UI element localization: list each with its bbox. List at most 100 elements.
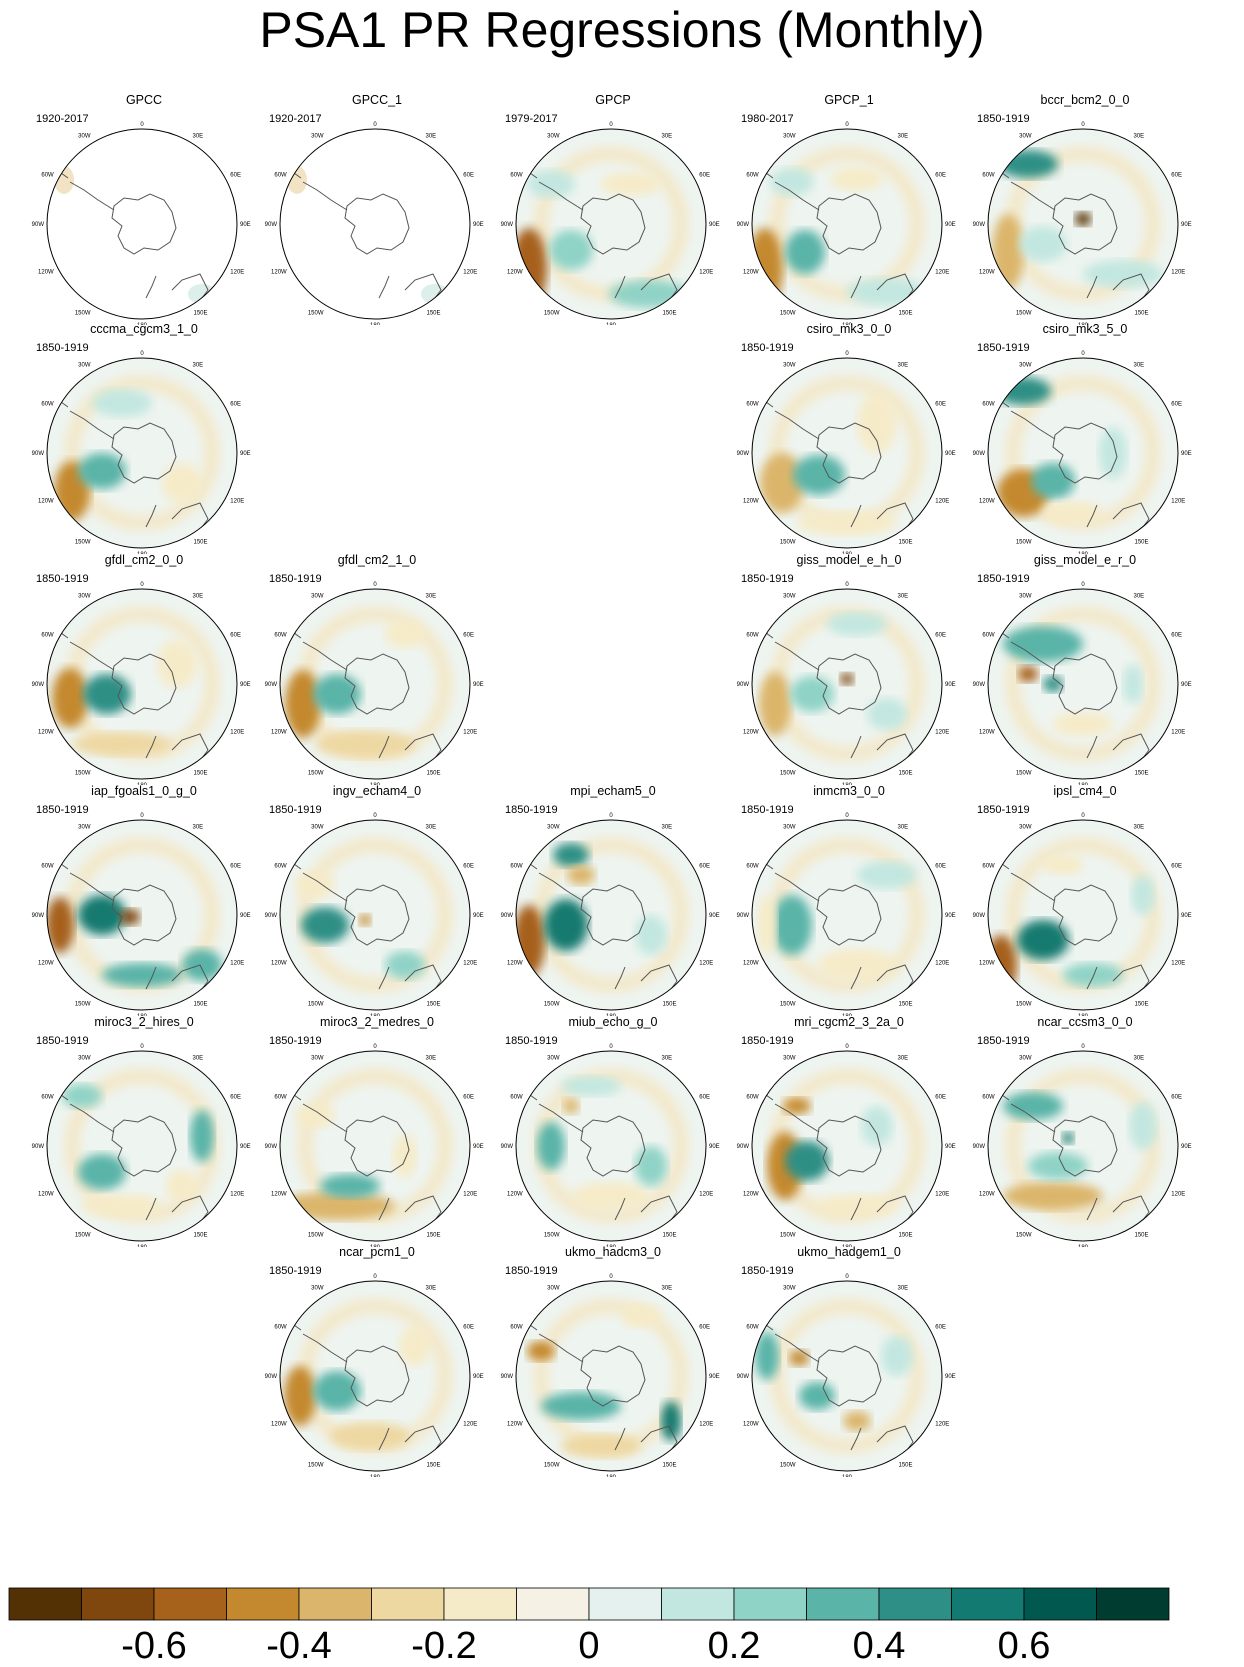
longitude-label: 30E [426,134,437,140]
field-anomaly [120,909,140,925]
longitude-label: 180 [842,552,853,554]
longitude-label: 120E [230,1192,244,1198]
longitude-label: 0 [140,122,144,128]
longitude-label: 30W [783,134,796,140]
polar-map: 0 30E 60E 90E 120E 150E 180 150W 120W 90W 60W 30W [737,1274,956,1477]
longitude-label: 60E [699,864,710,870]
map-border [987,588,1179,780]
coastline [850,966,862,990]
field-anomaly [817,949,897,981]
coastline [302,1103,348,1133]
field-anomaly [359,914,371,926]
longitude-label: 0 [609,813,613,819]
colorbar-swatch [878,1587,952,1621]
longitude-label: 120W [743,730,759,736]
coastline [378,735,390,759]
longitude-label: 60E [935,1095,946,1101]
longitude-label: 30E [662,1286,673,1292]
panel-title: ingv_echam4_0 [332,784,422,798]
longitude-label: 180 [606,1014,617,1016]
longitude-label: 0 [845,1044,849,1050]
longitude-label: 60E [1171,864,1182,870]
coastline [538,872,584,902]
longitude-label: 60W [510,1095,523,1101]
coastline [145,1197,157,1221]
panel-years: 1850-1919 [505,1035,558,1047]
coastline [850,1197,862,1221]
field-anomaly [561,1434,641,1458]
longitude-label: 0 [1081,813,1085,819]
field-anomaly [285,670,321,738]
longitude-label: 0 [609,1274,613,1280]
longitude-label: 60E [463,633,474,639]
longitude-label: 90E [709,1374,720,1380]
panel-years: 1850-1919 [977,1035,1030,1047]
longitude-label: 180 [137,1014,148,1016]
longitude-label: 90W [265,913,278,919]
coastline [378,1197,390,1221]
longitude-label: 120E [935,1422,949,1428]
longitude-label: 150E [194,1001,208,1007]
colorbar-tick-label: -0.2 [411,1625,477,1667]
longitude-label: 30W [78,594,91,600]
colorbar-tick-label: 0 [578,1625,600,1667]
longitude-label: 30W [78,1056,91,1062]
longitude-label: 90W [265,682,278,688]
panel-title: csiro_mk3_5_0 [1042,322,1128,336]
longitude-label: 120E [935,499,949,505]
coastline [111,653,177,715]
map-panel-ncar_pcm1_0: ncar_pcm1_0 1850-1919 0 30E 60E 90E 120E 150E 18… [259,1245,495,1477]
longitude-label: 120W [743,1192,759,1198]
field-anomaly [301,907,349,943]
field-anomaly [867,698,907,730]
field-anomaly [861,1106,893,1146]
coastline [1052,1115,1118,1177]
panel-years: 1850-1919 [977,804,1030,816]
panel-title: ukmo_hadcm3_0 [565,1245,661,1259]
longitude-label: 90E [1181,682,1192,688]
longitude-label: 120W [271,730,287,736]
coastline [850,275,862,299]
polar-map: 0 30E 60E 90E 120E 150E 180 150W 120W 90W 60W 30W [32,582,251,785]
field-anomaly [1075,212,1091,226]
map-panel-miub_echo_g_0: miub_echo_g_0 1850-1919 0 30E 60E 90E 120E 150E… [495,1015,731,1247]
longitude-label: 0 [609,122,613,128]
longitude-label: 180 [137,323,148,325]
regression-field [752,601,934,771]
field-anomaly [527,1341,555,1361]
panel-years: 1850-1919 [741,1035,794,1047]
longitude-label: 90E [240,913,251,919]
regression-field [47,601,229,771]
longitude-label: 150E [194,310,208,316]
longitude-label: 150E [899,539,913,545]
coastline [850,735,862,759]
longitude-label: 120W [743,499,759,505]
panel-years: 1979-2017 [505,113,558,125]
longitude-label: 60W [41,633,54,639]
longitude-label: 0 [845,351,849,357]
longitude-label: 90W [737,1144,750,1150]
field-anomaly [635,1146,667,1186]
regression-field [752,370,934,540]
panel-title: GPCP [595,93,631,107]
coastline [302,641,348,671]
colorbar-labels: -0.6 -0.4 -0.2 0 0.2 0.4 0.6 [0,1626,1244,1666]
map-panel-ukmo_hadcm3_0: ukmo_hadcm3_0 1850-1919 0 30E 60E 90E 120E 150E… [495,1245,731,1477]
longitude-label: 30W [311,594,324,600]
longitude-label: 120E [230,961,244,967]
longitude-label: 0 [140,1044,144,1050]
map-panel-gfdl_cm2_0_0: gfdl_cm2_0_0 1850-1919 0 30E 60E 90E 120E 150E 1… [26,553,262,785]
longitude-label: 90W [32,222,45,228]
coastline [378,966,390,990]
longitude-label: 30E [662,1056,673,1062]
longitude-label: 120W [507,1192,523,1198]
longitude-label: 120E [463,1422,477,1428]
longitude-label: 30E [898,594,909,600]
coastline [69,641,115,671]
map-panel-inmcm3_0_0: inmcm3_0_0 1850-1919 0 30E 60E 90E 120E 150E 180… [731,784,967,1016]
coastline [145,275,157,299]
longitude-label: 150W [544,1462,560,1468]
polar-map: 0 30E 60E 90E 120E 150E 180 150W 120W 90W 60W 30W [32,351,251,554]
longitude-label: 60W [41,864,54,870]
regression-field [988,601,1170,771]
